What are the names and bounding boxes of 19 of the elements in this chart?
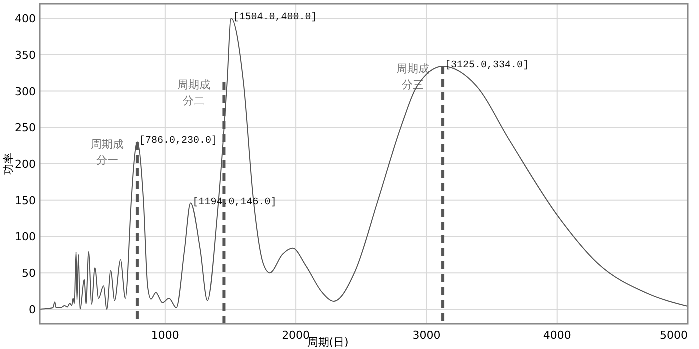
y-tick-label: 200 [15, 158, 36, 171]
x-tick-label: 1000 [151, 329, 180, 342]
y-tick-label: 250 [15, 122, 36, 135]
ref-line-label: 周期成分二 [178, 78, 211, 108]
y-tick-label: 400 [15, 12, 36, 26]
ref-line-label: 周期成分一 [90, 138, 124, 168]
y-tick-label: 300 [15, 85, 36, 98]
y-tick-label: 0 [29, 303, 36, 316]
x-tick-label: 5000 [660, 329, 688, 342]
y-tick-label: 150 [15, 194, 36, 208]
annotation: [3125.0,334.0] [445, 60, 530, 72]
x-tick-label: 4000 [543, 329, 572, 342]
annotation: [1504.0,400.0] [233, 12, 318, 24]
annotation: [786.0,230.0] [139, 135, 218, 148]
x-tick-label: 3000 [412, 329, 441, 342]
y-axis-title: 功率 [2, 153, 15, 175]
y-tick-label: 50 [22, 267, 36, 280]
y-tick-label: 350 [15, 48, 36, 62]
y-tick-label: 100 [15, 230, 36, 244]
